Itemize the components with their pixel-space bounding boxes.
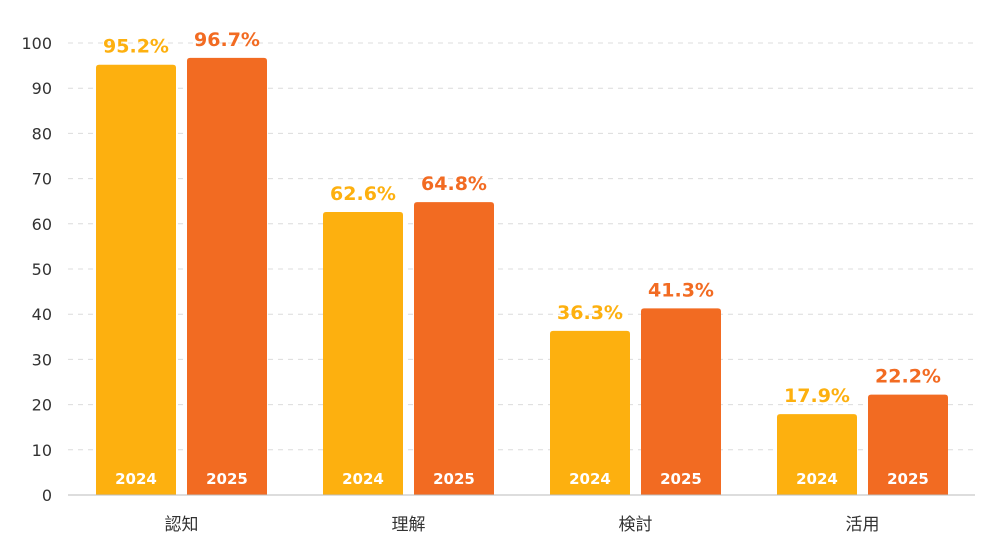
series-label: 2025 [660, 470, 702, 488]
y-tick-label: 100 [21, 34, 52, 53]
series-label: 2024 [342, 470, 384, 488]
value-label: 17.9% [784, 385, 850, 407]
y-tick-label: 40 [32, 305, 52, 324]
x-category-label: 認知 [165, 515, 199, 535]
y-tick-label: 30 [32, 350, 52, 369]
series-label: 2024 [796, 470, 838, 488]
y-tick-label: 0 [42, 486, 52, 505]
bar-2025-2 [414, 202, 494, 495]
bar-2024-3 [550, 330, 630, 495]
series-label: 2024 [115, 470, 157, 488]
y-tick-label: 80 [32, 124, 52, 143]
bar-2024-2 [323, 212, 403, 495]
y-tick-label: 70 [32, 170, 52, 189]
value-label: 41.3% [648, 279, 714, 301]
y-tick-label: 20 [32, 396, 52, 415]
value-label: 22.2% [875, 366, 941, 388]
y-tick-label: 60 [32, 215, 52, 234]
bar-2024-4 [777, 414, 857, 495]
bar-2024-1 [96, 64, 176, 496]
value-label: 36.3% [557, 302, 623, 324]
y-axis-ticks: 0 10 20 30 40 50 60 70 80 90 100 [21, 34, 52, 505]
bar-2025-4 [868, 394, 948, 495]
y-tick-label: 50 [32, 260, 52, 279]
bar-2025-3 [641, 308, 721, 495]
x-axis-categories: 認知 理解 検討 活用 [165, 515, 880, 535]
bar-2025-1 [187, 57, 267, 495]
value-label: 95.2% [103, 36, 169, 58]
x-category-label: 活用 [846, 515, 880, 535]
value-label: 62.6% [330, 183, 396, 205]
bars [96, 57, 948, 496]
series-label: 2025 [887, 470, 929, 488]
value-labels: 95.2% 2024 96.7% 2025 62.6% 2024 64.8% 2025 36.3… [103, 29, 941, 488]
series-label: 2025 [206, 470, 248, 488]
x-category-label: 検討 [619, 515, 653, 535]
x-category-label: 理解 [392, 515, 426, 535]
y-tick-label: 10 [32, 441, 52, 460]
y-tick-label: 90 [32, 79, 52, 98]
series-label: 2024 [569, 470, 611, 488]
value-label: 96.7% [194, 29, 260, 51]
series-label: 2025 [433, 470, 475, 488]
value-label: 64.8% [421, 173, 487, 195]
